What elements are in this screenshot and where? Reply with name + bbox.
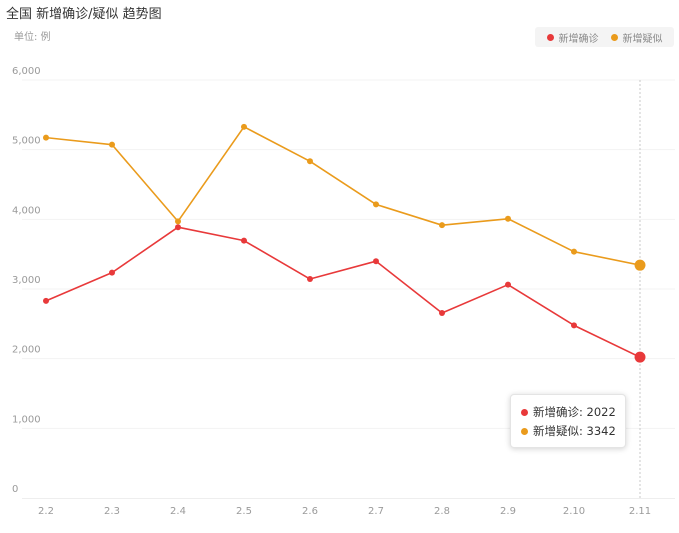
x-tick-label: 2.2 <box>38 506 54 517</box>
data-point-confirmed <box>109 269 115 276</box>
legend-dot-suspected <box>610 33 618 41</box>
data-point-confirmed <box>43 297 49 304</box>
y-tick-label: 3,000 <box>12 275 41 286</box>
y-tick-label: 1,000 <box>12 414 41 425</box>
y-tick-label: 5,000 <box>12 136 41 147</box>
data-point-suspected <box>307 158 313 165</box>
data-point-confirmed <box>241 237 247 244</box>
legend: 新增确诊 新增疑似 <box>535 27 674 47</box>
tooltip-dot-confirmed <box>521 408 528 416</box>
data-point-suspected <box>571 248 577 255</box>
data-point-suspected <box>43 134 49 141</box>
x-tick-label: 2.4 <box>170 506 186 517</box>
x-tick-label: 2.10 <box>563 506 585 517</box>
x-tick-label: 2.7 <box>368 506 384 517</box>
data-point-suspected <box>241 123 247 130</box>
y-tick-label: 6,000 <box>12 66 41 77</box>
data-point-suspected <box>373 201 379 208</box>
y-tick-label: 4,000 <box>12 205 41 216</box>
legend-dot-confirmed <box>546 33 554 41</box>
data-point-suspected <box>439 222 445 229</box>
data-point-confirmed <box>307 276 313 283</box>
y-tick-label: 2,000 <box>12 345 41 356</box>
tooltip-row-suspected: 新增疑似: 3342 <box>521 423 616 439</box>
tooltip-dot-suspected <box>521 427 528 435</box>
x-tick-label: 2.5 <box>236 506 252 517</box>
unit-label: 单位: 例 <box>14 32 51 43</box>
series-line-suspected <box>45 126 641 266</box>
data-point-suspected <box>634 259 646 271</box>
data-point-confirmed <box>505 281 511 288</box>
x-tick-label: 2.8 <box>434 506 450 517</box>
tooltip-text-confirmed: 新增确诊: 2022 <box>533 405 616 419</box>
legend-label-confirmed: 新增确诊 <box>558 33 599 45</box>
data-point-suspected <box>175 218 181 225</box>
tooltip-row-confirmed: 新增确诊: 2022 <box>521 404 616 420</box>
data-point-confirmed <box>439 309 445 316</box>
legend-label-suspected: 新增疑似 <box>622 33 663 45</box>
data-point-confirmed <box>634 351 646 363</box>
y-tick-label: 0 <box>12 484 18 495</box>
data-point-confirmed <box>571 322 577 329</box>
chart-title: 全国 新增确诊/疑似 趋势图 <box>6 7 162 22</box>
x-tick-label: 2.6 <box>302 506 318 517</box>
legend-item-confirmed[interactable]: 新增确诊 <box>546 30 599 45</box>
data-point-confirmed <box>175 224 181 231</box>
x-tick-label: 2.11 <box>629 506 651 517</box>
x-tick-label: 2.3 <box>104 506 120 517</box>
legend-item-suspected[interactable]: 新增疑似 <box>610 30 663 45</box>
data-point-suspected <box>109 141 115 148</box>
tooltip-text-suspected: 新增疑似: 3342 <box>533 424 616 438</box>
data-point-suspected <box>505 215 511 222</box>
series-line-confirmed <box>45 226 641 358</box>
data-point-confirmed <box>373 258 379 265</box>
x-tick-label: 2.9 <box>500 506 516 517</box>
tooltip: 新增确诊: 2022 新增疑似: 3342 <box>510 394 626 448</box>
